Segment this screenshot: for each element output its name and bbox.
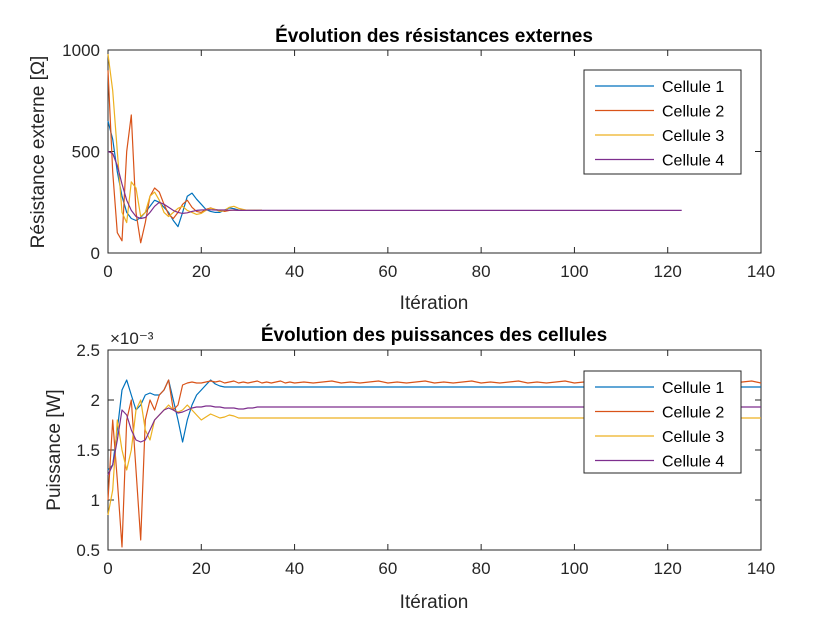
legend-label: Cellule 1 [662, 79, 724, 96]
x-tick-label: 100 [560, 262, 588, 281]
tick-group: 0 20 40 60 80 100 120 140 0 500 1000 [62, 41, 775, 281]
x-tick-label: 120 [654, 559, 682, 578]
x-tick-label: 80 [472, 262, 491, 281]
x-tick-label: 40 [285, 262, 304, 281]
y-axis-label: Résistance externe [Ω] [28, 56, 49, 249]
x-tick-label: 140 [747, 262, 775, 281]
x-axis-label: Itération [400, 592, 469, 613]
x-tick-label: 40 [285, 559, 304, 578]
series-line [107, 379, 761, 471]
series-line [107, 405, 761, 476]
x-tick-label: 0 [103, 559, 112, 578]
y-tick-label: 2 [91, 391, 100, 410]
y-exponent-label: ×10⁻³ [110, 329, 154, 348]
legend: Cellule 1 Cellule 2 Cellule 3 Cellule 4 [583, 69, 742, 175]
x-tick-label: 120 [654, 262, 682, 281]
legend-box [583, 69, 742, 175]
chart-title: Évolution des résistances externes [275, 25, 593, 47]
legend-label: Cellule 3 [662, 429, 724, 446]
chart-puissances: Évolution des puissances des cellules It… [44, 324, 775, 613]
x-tick-label: 0 [103, 262, 112, 281]
y-tick-label: 0.5 [76, 541, 100, 560]
series-line [107, 120, 262, 228]
y-tick-label: 500 [72, 143, 100, 162]
x-axis-label: Itération [400, 293, 469, 314]
x-tick-label: 100 [560, 559, 588, 578]
y-tick-label: 1000 [62, 41, 100, 60]
legend-box [583, 370, 742, 474]
y-tick-label: 1 [91, 491, 100, 510]
legend-label: Cellule 2 [662, 104, 724, 121]
y-tick-label: 2.5 [76, 341, 100, 360]
legend-label: Cellule 4 [662, 454, 724, 471]
chart-resistances: Évolution des résistances externes Itéra… [28, 25, 775, 314]
x-tick-label: 60 [378, 559, 397, 578]
x-tick-label: 140 [747, 559, 775, 578]
series-line [107, 54, 262, 224]
x-tick-label: 20 [192, 262, 211, 281]
x-tick-label: 80 [472, 559, 491, 578]
series-group [107, 54, 682, 244]
y-axis-label: Puissance [W] [44, 389, 65, 510]
series-line [107, 399, 761, 516]
series-line [107, 150, 682, 220]
legend: Cellule 1 Cellule 2 Cellule 3 Cellule 4 [583, 370, 742, 474]
y-tick-label: 1.5 [76, 441, 100, 460]
x-tick-label: 60 [378, 262, 397, 281]
legend-label: Cellule 1 [662, 380, 724, 397]
y-tick-label: 0 [91, 244, 100, 263]
legend-label: Cellule 2 [662, 405, 724, 422]
legend-label: Cellule 4 [662, 153, 724, 170]
chart-title: Évolution des puissances des cellules [261, 324, 607, 346]
tick-group: 0 20 40 60 80 100 120 140 0.5 1 1.5 2 2.5 [76, 341, 775, 578]
legend-label: Cellule 3 [662, 128, 724, 145]
x-tick-label: 20 [192, 559, 211, 578]
